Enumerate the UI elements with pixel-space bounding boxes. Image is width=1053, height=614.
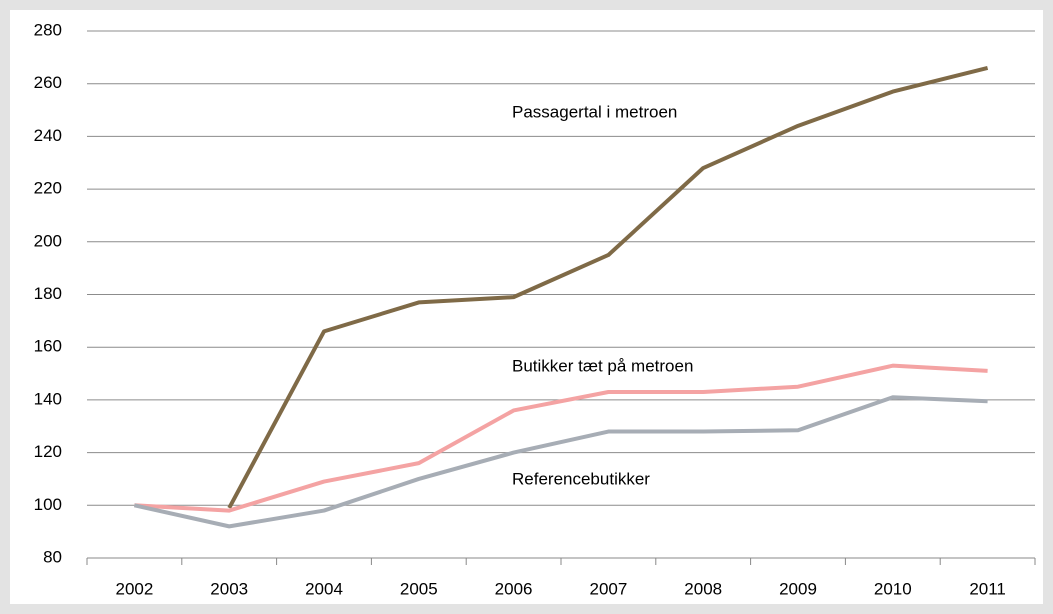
x-tick-label: 2011 <box>969 579 1006 598</box>
series-line <box>133 395 988 529</box>
series-label: Butikker tæt på metroen <box>512 356 693 375</box>
y-tick-label: 280 <box>34 20 62 39</box>
y-tick-label: 220 <box>34 179 62 198</box>
x-tick-label: 2005 <box>400 579 438 598</box>
y-tick-label: 200 <box>34 231 62 250</box>
y-tick-label: 160 <box>34 337 62 356</box>
series-label: Referencebutikker <box>512 469 650 488</box>
x-tick-label: 2007 <box>589 579 627 598</box>
y-tick-label: 260 <box>34 73 62 92</box>
series-line <box>134 363 988 513</box>
x-tick-label: 2010 <box>874 579 912 598</box>
y-tick-label: 240 <box>34 126 62 145</box>
x-tick-label: 2006 <box>495 579 533 598</box>
x-tick-label: 2004 <box>305 579 343 598</box>
x-tick-label: 2002 <box>115 579 153 598</box>
y-tick-label: 120 <box>34 442 62 461</box>
y-tick-label: 100 <box>34 495 62 514</box>
x-tick-label: 2009 <box>779 579 817 598</box>
series-label: Passagertal i metroen <box>512 102 677 121</box>
y-tick-label: 180 <box>34 284 62 303</box>
x-tick-label: 2008 <box>684 579 722 598</box>
x-tick-label: 2003 <box>210 579 248 598</box>
panel <box>10 10 1043 604</box>
y-tick-label: 80 <box>43 547 62 566</box>
y-tick-label: 140 <box>34 389 62 408</box>
series-line <box>227 65 989 509</box>
